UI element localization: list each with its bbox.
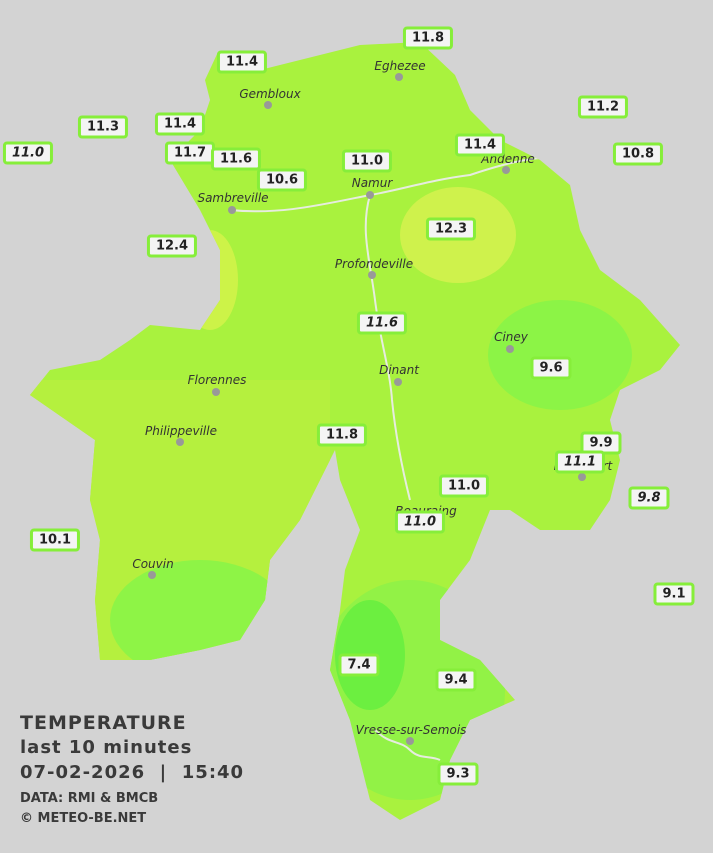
station-reading: 11.4 bbox=[154, 112, 206, 136]
city-dot bbox=[502, 166, 510, 174]
station-reading: 9.4 bbox=[435, 668, 477, 692]
station-reading: 11.8 bbox=[316, 423, 368, 447]
city-label: Couvin bbox=[132, 557, 174, 571]
station-reading: 11.0 bbox=[2, 141, 54, 165]
legend-copyright: © METEO-BE.NET bbox=[20, 811, 147, 826]
city-label: Dinant bbox=[379, 363, 419, 377]
station-reading: 11.0 bbox=[394, 510, 446, 534]
station-reading: 11.0 bbox=[438, 474, 490, 498]
station-reading: 9.8 bbox=[628, 486, 670, 510]
city-label: Eghezee bbox=[374, 59, 426, 73]
station-reading: 11.3 bbox=[77, 115, 129, 139]
city-label: Philippeville bbox=[145, 424, 217, 438]
station-reading: 11.2 bbox=[577, 95, 629, 119]
city-dot bbox=[394, 378, 402, 386]
city-label: Gembloux bbox=[239, 87, 301, 101]
city-dot bbox=[176, 438, 184, 446]
station-reading: 9.3 bbox=[437, 762, 479, 786]
city-label: Sambreville bbox=[197, 191, 269, 205]
station-reading: 10.8 bbox=[612, 142, 664, 166]
station-reading: 7.4 bbox=[338, 653, 380, 677]
station-reading: 11.7 bbox=[164, 141, 216, 165]
station-reading: 11.6 bbox=[356, 311, 408, 335]
city-label: Florennes bbox=[187, 373, 247, 387]
city-dot bbox=[368, 271, 376, 279]
station-reading: 11.8 bbox=[402, 26, 454, 50]
legend-subtitle: last 10 minutes bbox=[20, 737, 193, 758]
city-dot bbox=[506, 345, 514, 353]
city-dot bbox=[366, 191, 374, 199]
city-dot bbox=[395, 73, 403, 81]
station-reading: 9.6 bbox=[530, 356, 572, 380]
city-label: Ciney bbox=[494, 330, 528, 344]
city-label: Profondeville bbox=[334, 257, 414, 271]
station-reading: 12.3 bbox=[425, 217, 477, 241]
station-reading: 10.6 bbox=[256, 168, 308, 192]
station-reading: 11.4 bbox=[216, 50, 268, 74]
city-label: Namur bbox=[351, 176, 393, 190]
station-reading: 11.1 bbox=[554, 450, 606, 474]
city-dot bbox=[212, 388, 220, 396]
city-dot bbox=[578, 473, 586, 481]
legend-title: TEMPERATURE bbox=[20, 712, 187, 734]
legend-source: DATA: RMI & BMCB bbox=[20, 791, 159, 806]
city-label: Vresse-sur-Semois bbox=[355, 723, 467, 737]
city-dot bbox=[264, 101, 272, 109]
station-reading: 10.1 bbox=[29, 528, 81, 552]
city-dot bbox=[148, 571, 156, 579]
station-reading: 9.1 bbox=[653, 582, 695, 606]
city-dot bbox=[228, 206, 236, 214]
station-reading: 12.4 bbox=[146, 234, 198, 258]
station-reading: 11.4 bbox=[454, 133, 506, 157]
station-reading: 11.0 bbox=[341, 149, 393, 173]
city-dot bbox=[406, 737, 414, 745]
legend-datetime: 07-02-2026 | 15:40 bbox=[20, 762, 245, 783]
station-reading: 11.6 bbox=[210, 147, 262, 171]
